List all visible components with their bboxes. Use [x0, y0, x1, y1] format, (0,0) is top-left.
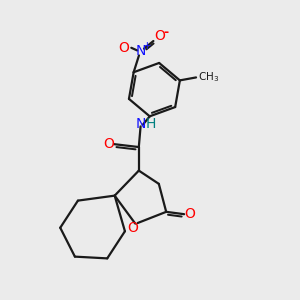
Text: H: H	[146, 117, 156, 131]
Text: O: O	[184, 207, 195, 221]
Text: +: +	[142, 41, 151, 51]
Text: -: -	[163, 26, 168, 39]
Text: N: N	[136, 44, 146, 58]
Text: O: O	[118, 41, 129, 55]
Text: O: O	[103, 137, 114, 151]
Text: CH$_3$: CH$_3$	[198, 70, 220, 84]
Text: N: N	[135, 117, 146, 131]
Text: O: O	[127, 221, 138, 235]
Text: O: O	[154, 29, 165, 43]
